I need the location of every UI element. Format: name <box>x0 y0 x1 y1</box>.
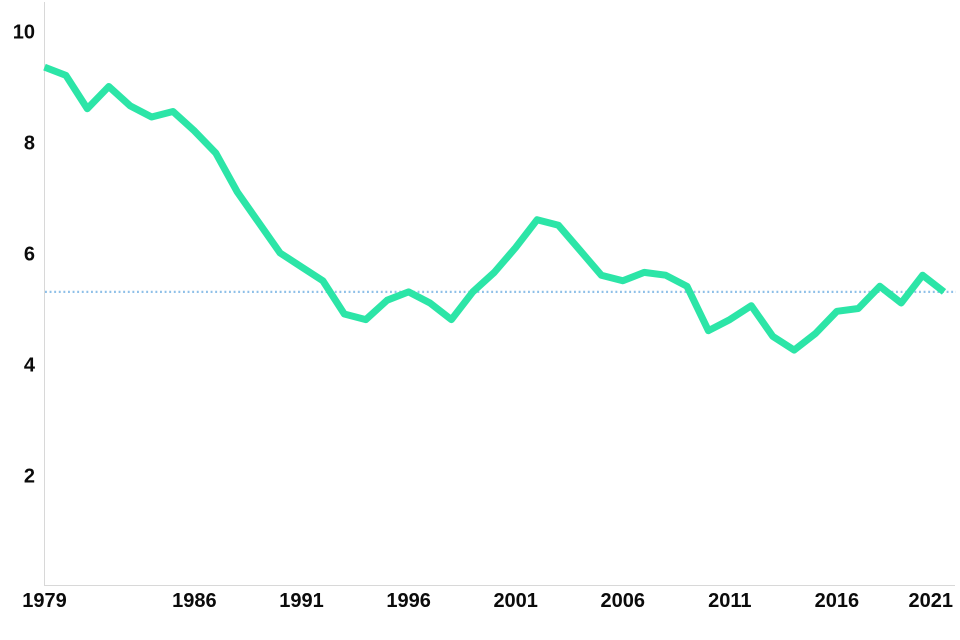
axes-group <box>44 2 955 586</box>
x-tick-label: 1979 <box>22 590 67 612</box>
y-tick-labels: 2 4 6 8 10 <box>13 22 36 488</box>
x-tick-label: 2021 <box>909 590 954 612</box>
x-tick-label: 2016 <box>815 590 860 612</box>
y-tick-label: 6 <box>24 244 35 266</box>
x-tick-label: 2011 <box>708 590 751 612</box>
x-tick-labels: 1979 1986 1991 1996 2001 2006 2011 2016 2021 <box>22 590 953 612</box>
y-tick-label: 2 <box>24 466 35 488</box>
data-series-line <box>43 63 947 354</box>
y-tick-label: 8 <box>24 133 35 155</box>
x-tick-label: 1986 <box>172 590 217 612</box>
x-tick-label: 1996 <box>386 590 431 612</box>
x-tick-label: 1991 <box>279 590 324 612</box>
series-group <box>43 63 947 354</box>
y-tick-label: 4 <box>24 355 36 377</box>
x-tick-label: 2006 <box>601 590 646 612</box>
y-tick-label: 10 <box>13 22 35 44</box>
x-tick-label: 2001 <box>493 590 538 612</box>
